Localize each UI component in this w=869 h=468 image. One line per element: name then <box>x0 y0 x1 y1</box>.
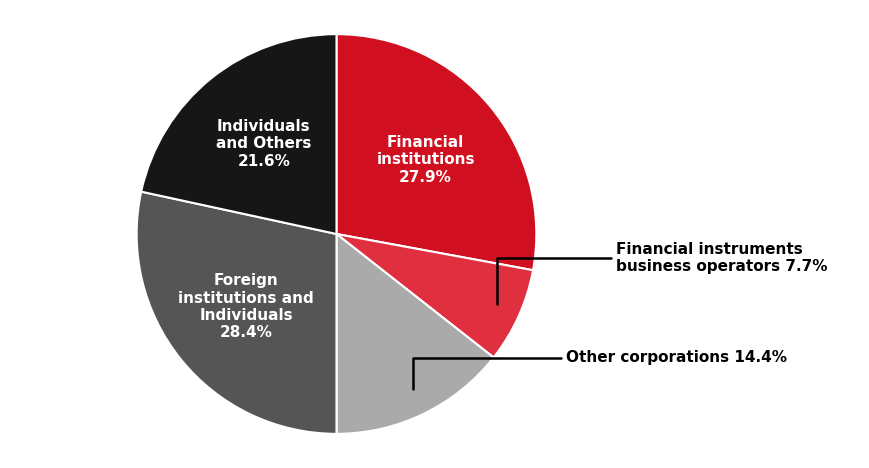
Wedge shape <box>336 234 493 434</box>
Wedge shape <box>336 234 533 358</box>
Text: Foreign
institutions and
Individuals
28.4%: Foreign institutions and Individuals 28.… <box>178 273 314 340</box>
Text: Financial instruments
business operators 7.7%: Financial instruments business operators… <box>496 242 826 304</box>
Wedge shape <box>136 191 336 434</box>
Text: Financial
institutions
27.9%: Financial institutions 27.9% <box>376 135 474 185</box>
Text: Individuals
and Others
21.6%: Individuals and Others 21.6% <box>216 119 311 168</box>
Wedge shape <box>336 34 535 270</box>
Wedge shape <box>141 34 336 234</box>
Text: Other corporations 14.4%: Other corporations 14.4% <box>413 351 786 389</box>
